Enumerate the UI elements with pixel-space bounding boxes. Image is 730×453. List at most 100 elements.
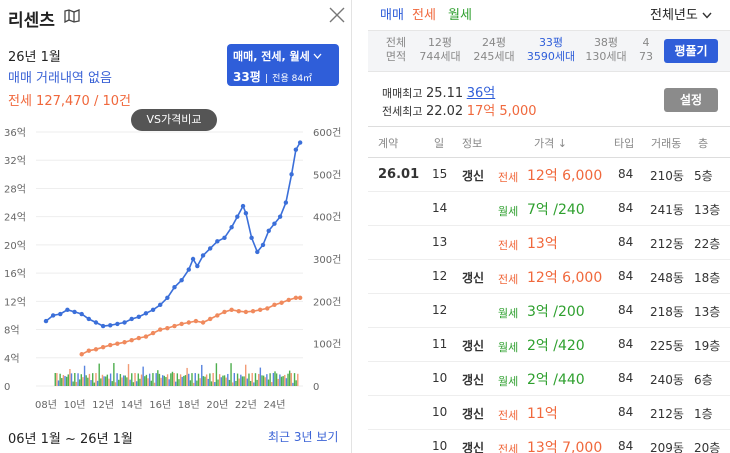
size-option-all[interactable]: 전체 면적 bbox=[385, 36, 407, 63]
col-contract[interactable]: 계약 bbox=[378, 137, 399, 150]
max-jeonse: 전세최고 22.02 17억 5,000 bbox=[382, 104, 537, 119]
settings-button[interactable]: 설정 bbox=[664, 88, 718, 112]
volume-bar bbox=[134, 373, 136, 386]
row-price: 7억 /240 bbox=[527, 202, 585, 218]
series-point bbox=[93, 320, 99, 325]
row-deal-kind: 전세 bbox=[498, 171, 519, 184]
col-day[interactable]: 일 bbox=[434, 137, 445, 150]
series-point bbox=[297, 295, 303, 301]
volume-bar bbox=[207, 378, 209, 386]
series-point bbox=[235, 214, 240, 219]
y-left-tick: 36억 bbox=[4, 127, 26, 139]
deal-filter-dropdown[interactable]: 매매, 전세, 월세 33평 | 전용 84㎡ bbox=[227, 44, 339, 86]
volume-bar bbox=[179, 374, 182, 386]
row-floor: 19층 bbox=[694, 339, 721, 353]
size-option-more[interactable]: 4 73 bbox=[639, 36, 653, 63]
row-deal-kind: 전세 bbox=[498, 239, 519, 252]
col-price[interactable]: 가격 ↓ bbox=[534, 137, 567, 150]
volume-bar bbox=[160, 377, 162, 386]
volume-bar bbox=[280, 376, 283, 386]
year-select[interactable]: 전체년도 bbox=[650, 4, 712, 23]
volume-bar bbox=[72, 381, 74, 386]
y-right-tick: 100건 bbox=[313, 339, 341, 351]
volume-bar bbox=[223, 375, 226, 386]
row-deal-kind: 전세 bbox=[498, 443, 519, 453]
volume-bar bbox=[101, 374, 104, 386]
y-left-tick: 24억 bbox=[4, 212, 26, 224]
col-type[interactable]: 타입 bbox=[614, 137, 635, 150]
size-option-33[interactable]: 33평 3590세대 bbox=[526, 36, 576, 63]
volume-bar bbox=[111, 381, 113, 386]
table-row[interactable]: 26.01 15 갱신 전세 12억 6,000 84 210동 5층 bbox=[368, 158, 730, 192]
size-option-12[interactable]: 12평 744세대 bbox=[419, 36, 461, 63]
volume-bar bbox=[100, 378, 102, 386]
tab-jeonse[interactable]: 전세 bbox=[412, 8, 436, 23]
year-select-value: 전체년도 bbox=[650, 8, 698, 23]
row-day: 13 bbox=[432, 235, 448, 249]
col-floor[interactable]: 층 bbox=[698, 137, 709, 150]
series-point bbox=[240, 203, 246, 209]
close-icon[interactable] bbox=[328, 6, 346, 24]
tab-monthly[interactable]: 월세 bbox=[448, 8, 472, 23]
series-point bbox=[272, 221, 277, 226]
table-row[interactable]: 13 전세 13억 84 212동 22층 bbox=[368, 226, 730, 260]
size-option-24[interactable]: 24평 245세대 bbox=[473, 36, 515, 63]
size-option-38[interactable]: 38평 130세대 bbox=[585, 36, 627, 63]
table-row[interactable]: 10 갱신 전세 11억 84 212동 1층 bbox=[368, 396, 730, 430]
table-row[interactable]: 12 갱신 전세 12억 6,000 84 248동 18층 bbox=[368, 260, 730, 294]
volume-bar bbox=[98, 363, 100, 386]
series-point bbox=[143, 334, 149, 339]
row-type: 84 bbox=[618, 439, 634, 453]
volume-bar bbox=[140, 374, 143, 386]
table-row[interactable]: 14 월세 7억 /240 84 241동 13층 bbox=[368, 192, 730, 226]
volume-bar bbox=[293, 373, 296, 386]
row-info: 갱신 bbox=[462, 271, 485, 285]
transaction-panel: 매매 전세 월세 전체년도 전체 면적 12평 744세대 24평 245세대 33평… bbox=[368, 0, 730, 453]
volume-bar bbox=[292, 382, 294, 386]
volume-bar bbox=[254, 373, 257, 386]
volume-bar bbox=[64, 376, 66, 386]
volume-bar bbox=[142, 366, 144, 386]
table-row[interactable]: 10 갱신 전세 13억 7,000 84 209동 20층 bbox=[368, 430, 730, 453]
col-info[interactable]: 정보 bbox=[462, 137, 483, 150]
series-point bbox=[286, 297, 291, 303]
x-tick: 08년 bbox=[35, 399, 57, 411]
map-icon[interactable] bbox=[64, 9, 80, 23]
tab-sale[interactable]: 매매 bbox=[380, 8, 404, 23]
volume-bar bbox=[75, 381, 78, 386]
volume-bar bbox=[127, 364, 130, 386]
row-deal-kind: 월세 bbox=[498, 375, 519, 388]
volume-bar bbox=[121, 377, 123, 386]
row-deal-kind: 전세 bbox=[498, 273, 519, 286]
series-point bbox=[186, 320, 191, 325]
series-point bbox=[86, 348, 92, 353]
col-dong[interactable]: 거래동 bbox=[651, 137, 682, 150]
volume-bar bbox=[173, 373, 175, 386]
series-point bbox=[236, 309, 241, 314]
row-type: 84 bbox=[618, 405, 634, 419]
table-row[interactable]: 12 월세 3억 /200 84 218동 13층 bbox=[368, 294, 730, 328]
volume-bar bbox=[188, 373, 190, 386]
series-point bbox=[179, 321, 184, 327]
volume-bar bbox=[77, 373, 79, 386]
row-floor: 1층 bbox=[694, 407, 713, 421]
row-floor: 6층 bbox=[694, 373, 713, 387]
volume-bar bbox=[57, 380, 60, 386]
series-point bbox=[200, 253, 206, 258]
series-point bbox=[293, 295, 299, 301]
series-point bbox=[200, 320, 206, 325]
row-type: 84 bbox=[618, 235, 634, 249]
pyeong-expand-button[interactable]: 평풀기 bbox=[664, 39, 718, 63]
vs-compare-button[interactable]: VS가격비교 bbox=[131, 109, 217, 131]
filter-size: 33평 bbox=[233, 70, 261, 84]
recent-3y-link[interactable]: 최근 3년 보기 bbox=[268, 430, 339, 444]
series-point bbox=[215, 313, 220, 318]
table-row[interactable]: 10 갱신 월세 2억 /440 84 240동 6층 bbox=[368, 362, 730, 396]
volume-bar bbox=[284, 374, 286, 386]
volume-bar bbox=[215, 363, 218, 386]
row-type: 84 bbox=[618, 201, 634, 215]
volume-bar bbox=[259, 367, 262, 386]
table-row[interactable]: 11 갱신 월세 2억 /420 84 225동 19층 bbox=[368, 328, 730, 362]
volume-bar bbox=[256, 379, 258, 386]
volume-bar bbox=[129, 379, 131, 386]
